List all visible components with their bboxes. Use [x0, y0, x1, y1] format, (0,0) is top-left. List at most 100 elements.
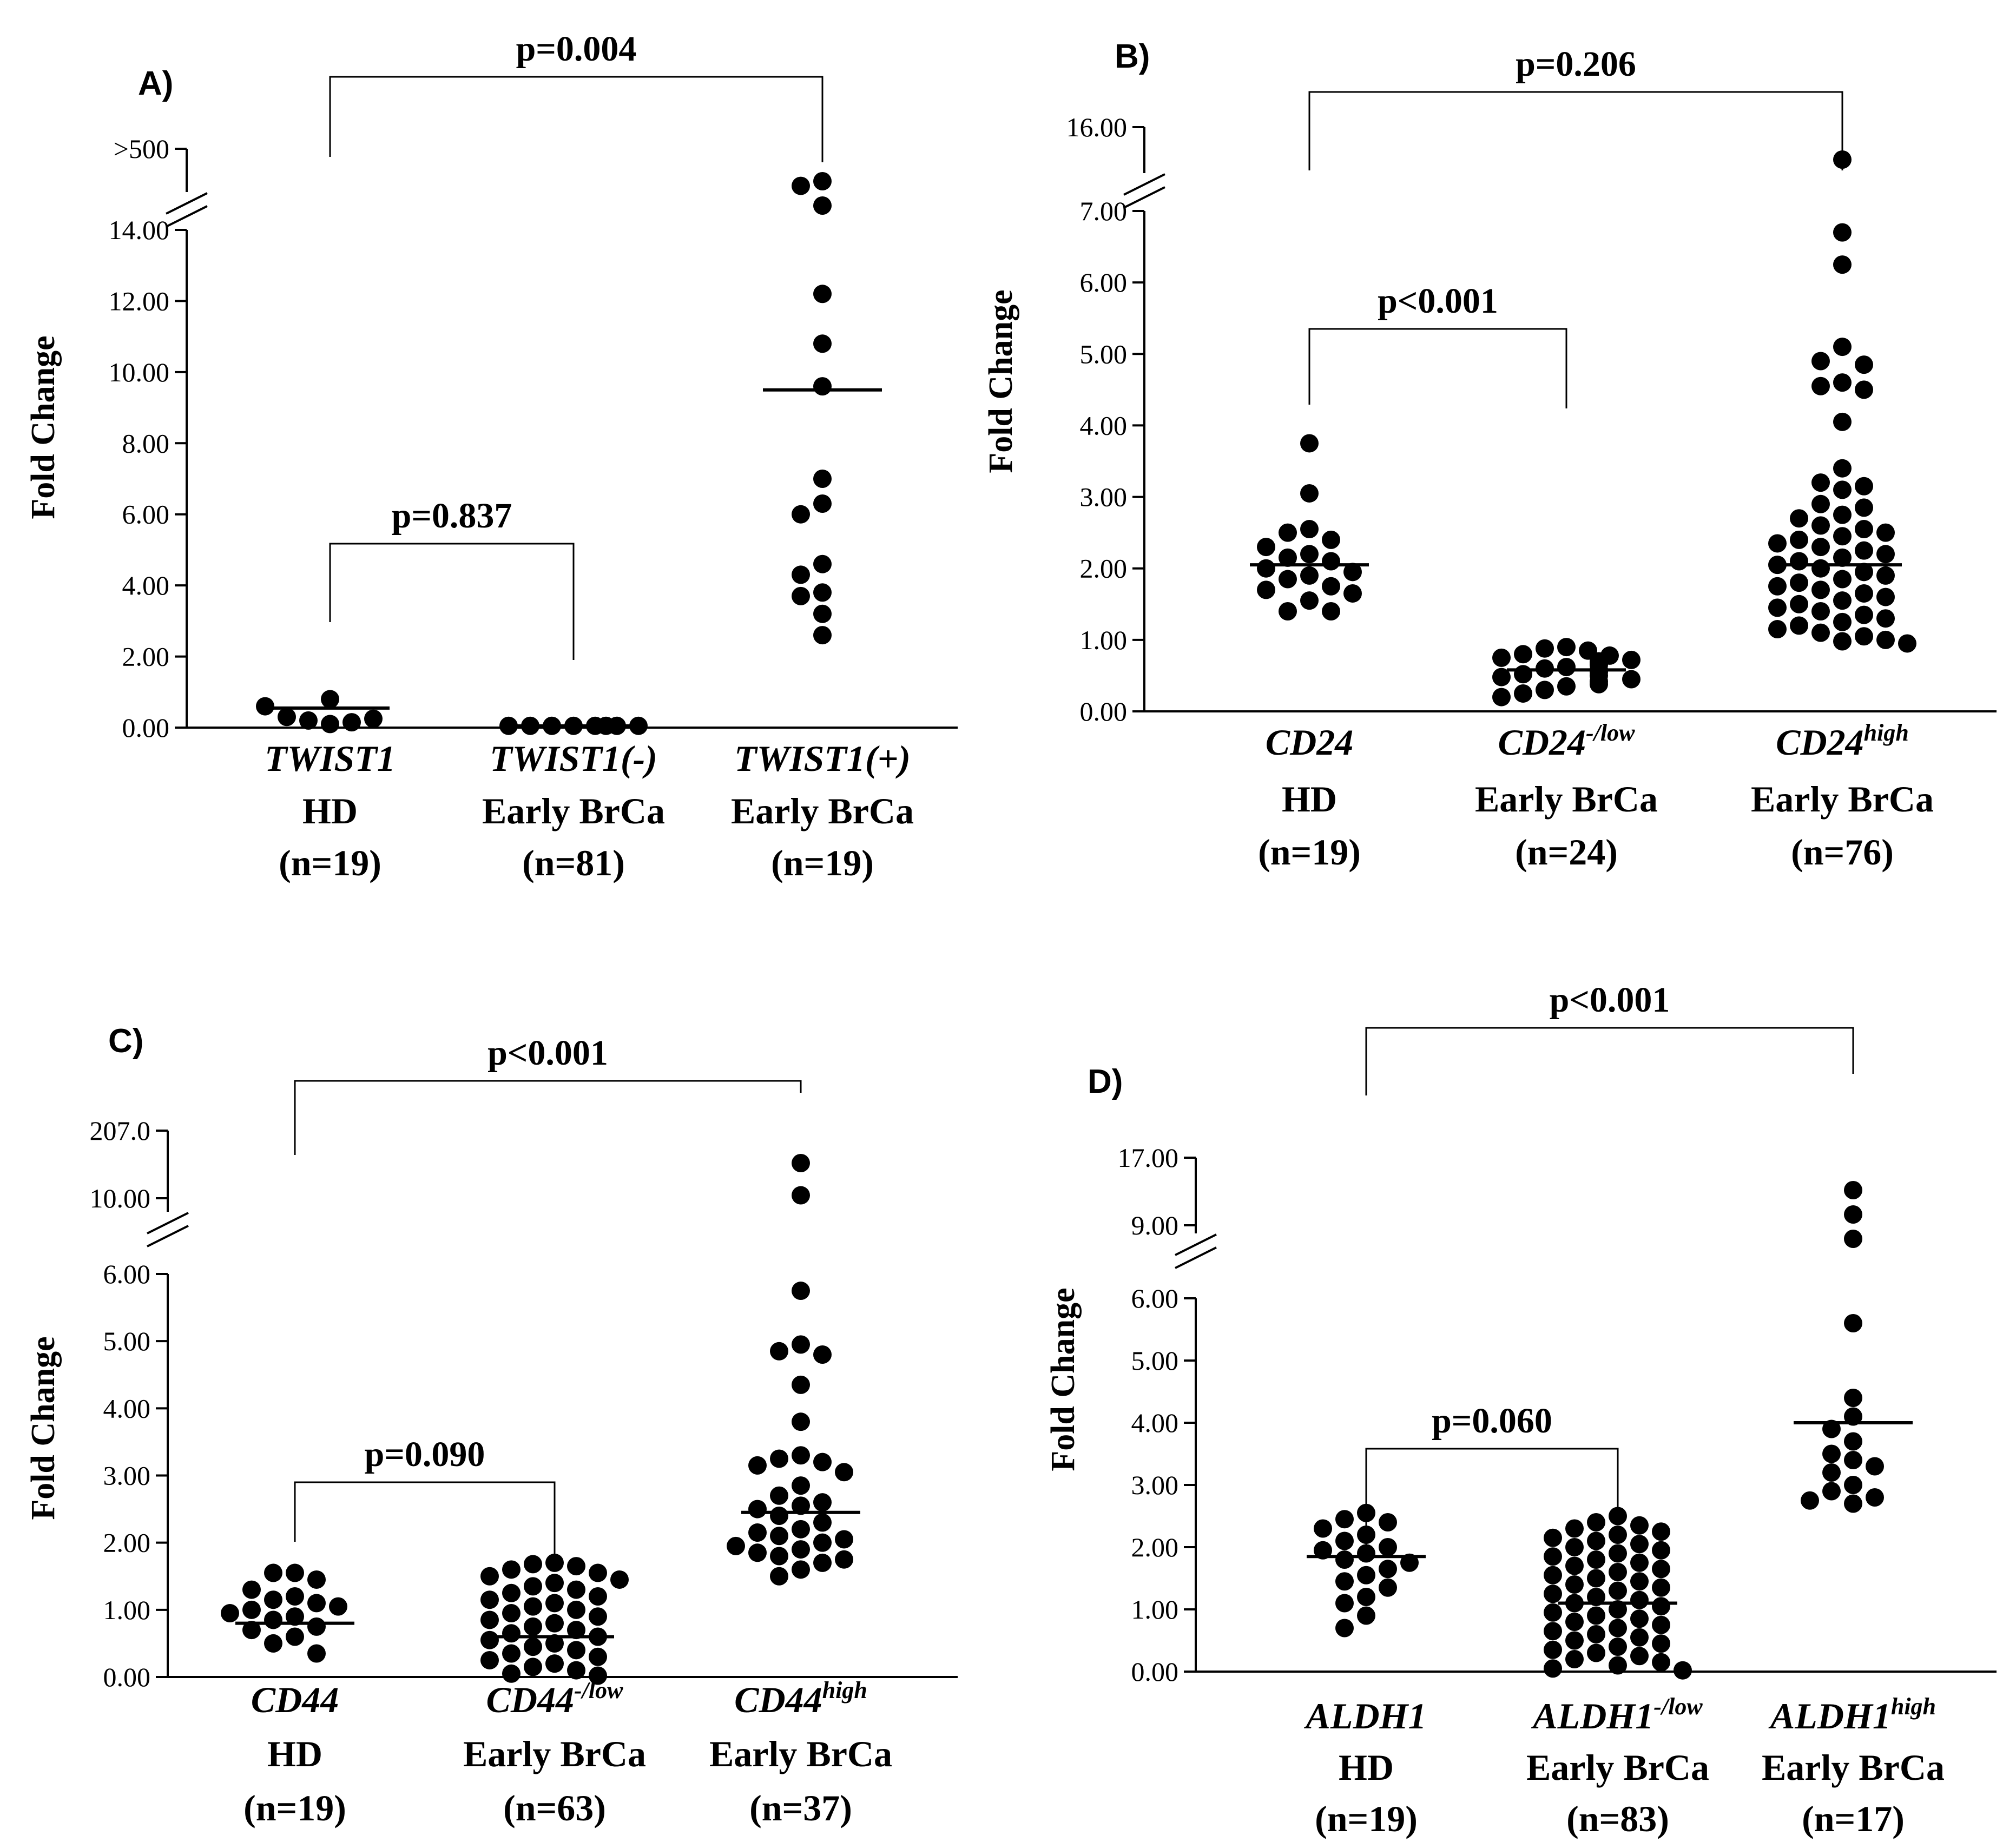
data-point: [589, 1607, 607, 1626]
data-point: [264, 1610, 282, 1629]
data-point: [1811, 538, 1830, 557]
y-tick-label: 10.00: [90, 1183, 151, 1213]
data-point: [1833, 459, 1852, 478]
y-tick-label: 1.00: [1131, 1594, 1179, 1625]
data-point: [1343, 584, 1362, 603]
y-tick-label: >500: [114, 134, 169, 164]
data-point: [1492, 648, 1511, 667]
data-point: [321, 690, 339, 709]
group-1: CD44-/low Early BrCa (n=63): [463, 1553, 646, 1828]
data-point: [1833, 570, 1852, 589]
data-point: [1790, 616, 1808, 635]
y-tick-label: 5.00: [1080, 339, 1128, 369]
data-point: [1257, 580, 1275, 599]
data-point: [1855, 355, 1873, 374]
data-point: [813, 470, 832, 488]
data-point: [748, 1523, 767, 1542]
y-tick-label: 4.00: [122, 570, 170, 600]
bracket-line: [294, 1080, 802, 1155]
data-point: [813, 1345, 832, 1364]
data-point: [1833, 338, 1852, 356]
data-point: [1609, 1581, 1627, 1600]
data-point: [1300, 484, 1319, 503]
p-value-label: p=0.060: [1432, 1401, 1552, 1441]
data-point: [1335, 1510, 1354, 1529]
data-point: [1587, 1513, 1605, 1531]
data-point: [264, 1590, 282, 1609]
comparison-bracket: p=0.090: [294, 1435, 556, 1563]
data-point: [589, 1647, 607, 1666]
data-point: [1565, 1538, 1584, 1556]
data-point: [813, 377, 832, 396]
data-point: [1300, 591, 1319, 610]
data-point: [545, 1654, 564, 1673]
data-point: [1379, 1513, 1397, 1531]
data-point: [502, 1560, 521, 1579]
data-point: [1544, 1659, 1562, 1678]
category-label-line: (n=76): [1791, 831, 1894, 873]
data-point: [1565, 1575, 1584, 1594]
data-point: [567, 1580, 585, 1599]
data-point: [1876, 630, 1895, 649]
p-value-label: p=0.090: [365, 1435, 485, 1474]
data-point: [1514, 645, 1532, 664]
y-axis-title: Fold Change: [25, 1336, 62, 1520]
data-point: [567, 1557, 585, 1576]
y-tick-label: 6.00: [1131, 1283, 1179, 1313]
data-point: [1652, 1615, 1670, 1634]
data-point: [480, 1610, 499, 1629]
category-label-line: TWIST1: [265, 738, 396, 779]
data-point: [307, 1594, 326, 1613]
category-label-line: HD: [302, 790, 358, 831]
data-point: [1630, 1609, 1649, 1628]
category-label-line: (n=19): [1315, 1798, 1418, 1839]
y-tick-label: 6.00: [1080, 267, 1128, 298]
data-point: [1768, 598, 1787, 617]
comparison-bracket: p<0.001: [1365, 980, 1854, 1095]
data-point: [792, 1375, 810, 1394]
y-tick-label: 8.00: [122, 428, 170, 458]
data-point: [792, 1335, 810, 1354]
data-point: [1898, 634, 1916, 653]
data-point: [792, 505, 810, 524]
data-point: [342, 713, 361, 732]
data-point: [1609, 1656, 1627, 1675]
bracket-line: [1308, 91, 1843, 170]
data-point: [589, 1563, 607, 1582]
data-point: [286, 1587, 304, 1606]
data-point: [1379, 1560, 1397, 1579]
p-value-label: p<0.001: [1550, 980, 1670, 1020]
data-point: [1811, 623, 1830, 642]
data-point: [1514, 665, 1532, 684]
data-point: [748, 1543, 767, 1562]
data-point: [567, 1600, 585, 1619]
data-point: [221, 1604, 239, 1623]
data-point: [1801, 1491, 1819, 1510]
data-point: [813, 626, 832, 645]
data-point: [1833, 255, 1852, 274]
data-point: [1833, 412, 1852, 431]
data-point: [813, 1533, 832, 1552]
y-tick-label: 0.00: [103, 1662, 151, 1692]
category-label-line: CD44: [251, 1679, 339, 1720]
category-label-line: Early BrCa: [1762, 1747, 1945, 1788]
data-point: [1876, 566, 1895, 585]
bracket-line: [329, 543, 575, 660]
data-point: [1300, 434, 1319, 453]
comparison-bracket: p=0.837: [329, 496, 575, 660]
data-point: [792, 1282, 810, 1300]
panel-label: B): [1115, 38, 1150, 75]
comparison-bracket: p=0.004: [329, 29, 823, 162]
data-point: [1314, 1519, 1332, 1538]
data-point: [1557, 658, 1576, 677]
p-value-label: p<0.001: [1378, 281, 1498, 321]
data-point: [286, 1607, 304, 1626]
data-point: [1257, 559, 1275, 578]
data-point: [1855, 627, 1873, 646]
data-point: [813, 583, 832, 602]
data-point: [1544, 1566, 1562, 1584]
data-point: [1844, 1314, 1862, 1332]
data-point: [1630, 1535, 1649, 1554]
data-point: [524, 1577, 542, 1596]
